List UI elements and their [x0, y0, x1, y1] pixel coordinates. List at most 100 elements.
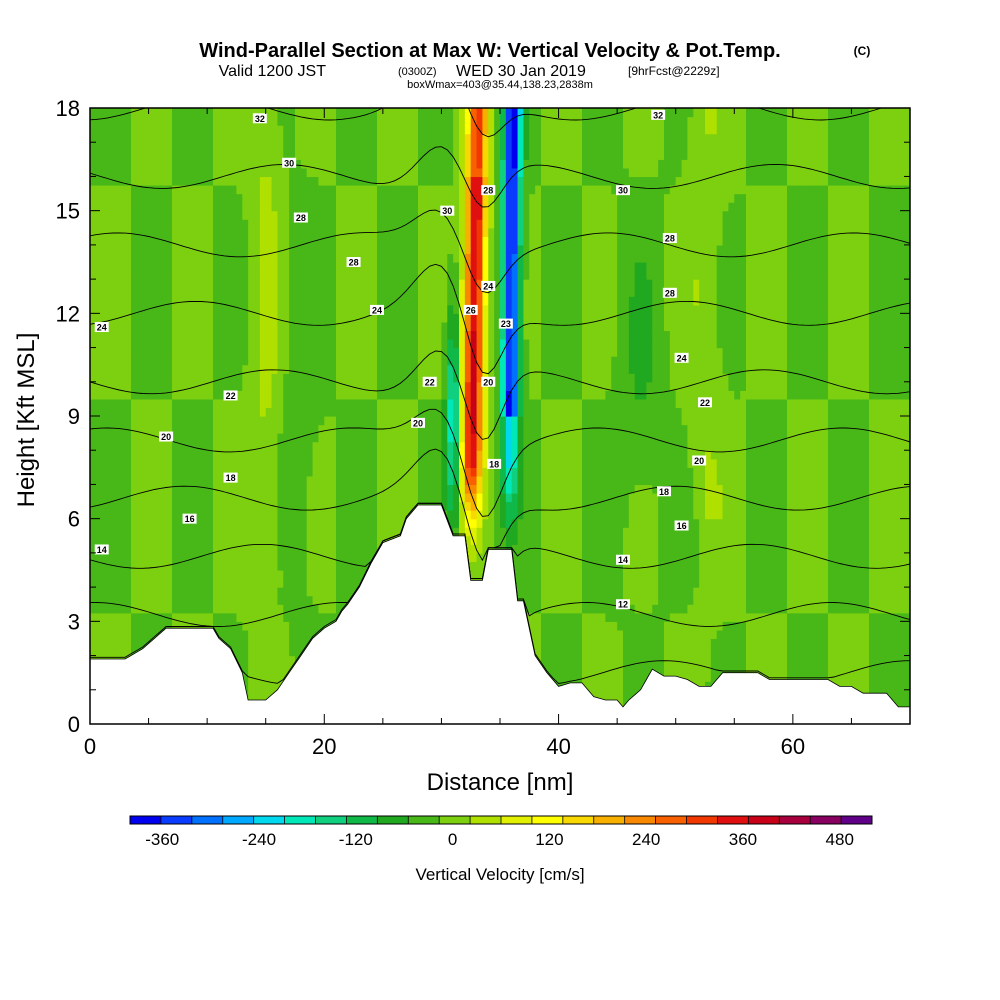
x-axis-label: Distance [nm] [427, 769, 574, 796]
y-tick-label: 6 [68, 507, 80, 532]
colorbar-swatch [841, 816, 873, 824]
contour-label: 28 [349, 258, 359, 268]
contour-label-box [182, 513, 197, 524]
contour-label: 28 [483, 186, 493, 196]
contour-label: 24 [677, 353, 687, 363]
contour-label-box [698, 397, 712, 408]
colorbar-swatch [562, 816, 595, 824]
contour-label: 14 [618, 555, 628, 565]
colorbar-swatch [810, 816, 842, 824]
contour-label: 20 [694, 456, 704, 466]
colorbar-tick-label: -360 [145, 830, 179, 849]
colorbar-swatch [593, 816, 625, 824]
contour-label: 22 [226, 391, 236, 401]
contour-label-box [422, 376, 437, 387]
colorbar: -360 -240 -120 0 120 240 360 480 [129, 815, 873, 849]
chart-title: Wind-Parallel Section at Max W: Vertical… [199, 40, 780, 62]
isentrope-28 [90, 146, 910, 208]
y-tick-label: 9 [68, 404, 80, 429]
contour-label-box [370, 304, 384, 315]
terrain-mask [89, 504, 911, 725]
contour-label-box [94, 544, 109, 555]
isentrope-20 [90, 408, 910, 517]
contour-label-box [293, 212, 308, 223]
colorbar-tick-label: 240 [632, 830, 660, 849]
colorbar-swatch [284, 816, 316, 824]
isentrope-22 [90, 350, 910, 440]
colorbar-swatch [439, 816, 471, 824]
colorbar-swatch [315, 816, 347, 824]
contour-label: 30 [618, 186, 628, 196]
contour-label-box [346, 257, 361, 267]
contour-label-box [616, 599, 630, 610]
contour-label: 16 [677, 521, 687, 531]
x-tick-label: 20 [312, 734, 336, 759]
colorbar-tick-label: 360 [729, 830, 757, 849]
colorbar-swatch [779, 816, 811, 824]
colorbar-swatch [222, 816, 254, 824]
contour-label-box [481, 376, 496, 387]
chart-title-mark: (C) [854, 44, 871, 58]
colorbar-swatch [346, 816, 378, 824]
subtitle-date: WED 30 Jan 2019 [456, 63, 586, 80]
contour-label: 18 [659, 487, 669, 497]
colorbar-tick-label: -120 [339, 830, 373, 849]
contour-label-box [440, 205, 455, 216]
isentrope-16 [90, 502, 910, 580]
colorbar-swatch [686, 816, 718, 824]
contour-label: 18 [226, 473, 236, 483]
contour-label: 14 [97, 545, 107, 555]
contour-label: 30 [284, 158, 294, 168]
contour-label: 16 [185, 514, 195, 524]
contour-label-box [657, 486, 671, 497]
colorbar-swatch [408, 816, 440, 824]
contour-label: 28 [296, 213, 306, 223]
colorbar-swatch [501, 816, 533, 824]
colorbar-tick-label: 120 [535, 830, 563, 849]
contour-label-box [651, 109, 666, 120]
contour-label-box [223, 472, 238, 483]
contour-label: 20 [161, 432, 171, 442]
y-tick-label: 0 [68, 712, 80, 737]
contour-label-box [674, 352, 689, 363]
contour-label-box [616, 185, 630, 196]
contour-label: 24 [97, 323, 107, 333]
contour-label-box [616, 554, 630, 565]
colorbar-swatch [748, 816, 780, 824]
colorbar-swatch [531, 816, 564, 824]
contour-label-box [282, 157, 297, 168]
colorbar-swatch [130, 816, 162, 824]
contour-label: 32 [653, 110, 663, 120]
contour-label: 22 [700, 398, 710, 408]
contour-label: 12 [618, 600, 628, 610]
colorbar-tick-label: -240 [242, 830, 276, 849]
isentrope-30 [90, 108, 883, 138]
contour-label-box [487, 458, 502, 469]
y-tick-label: 12 [56, 301, 80, 326]
contour-label-box [481, 280, 496, 291]
subtitle-fcst: [9hrFcst@2229z] [628, 64, 720, 78]
subtitle-utc: (0300Z) [398, 66, 437, 78]
colorbar-swatch [253, 816, 285, 824]
x-tick-label: 0 [84, 734, 96, 759]
contour-label: 24 [483, 281, 493, 291]
contour-label-box [94, 322, 109, 333]
colorbar-swatch [160, 816, 193, 824]
colorbar-swatch [717, 816, 749, 824]
subtitle-box: boxWmax=403@35.44,138.23,2838m [407, 79, 593, 91]
colorbar-tick-label: 0 [448, 830, 457, 849]
contour-label: 32 [255, 114, 265, 124]
y-tick-label: 15 [56, 199, 80, 224]
contour-label-box [252, 113, 267, 124]
y-tick-label: 3 [68, 609, 80, 634]
isentrope-18 [90, 448, 910, 562]
contour-label: 28 [665, 234, 675, 244]
terrain [89, 504, 911, 725]
contour-label-box [481, 185, 496, 196]
contour-label-box [159, 431, 174, 442]
contour-label-box [662, 233, 677, 244]
colorbar-tick-label: 480 [826, 830, 854, 849]
colorbar-swatch [470, 816, 502, 824]
isentrope-26 [90, 209, 910, 294]
